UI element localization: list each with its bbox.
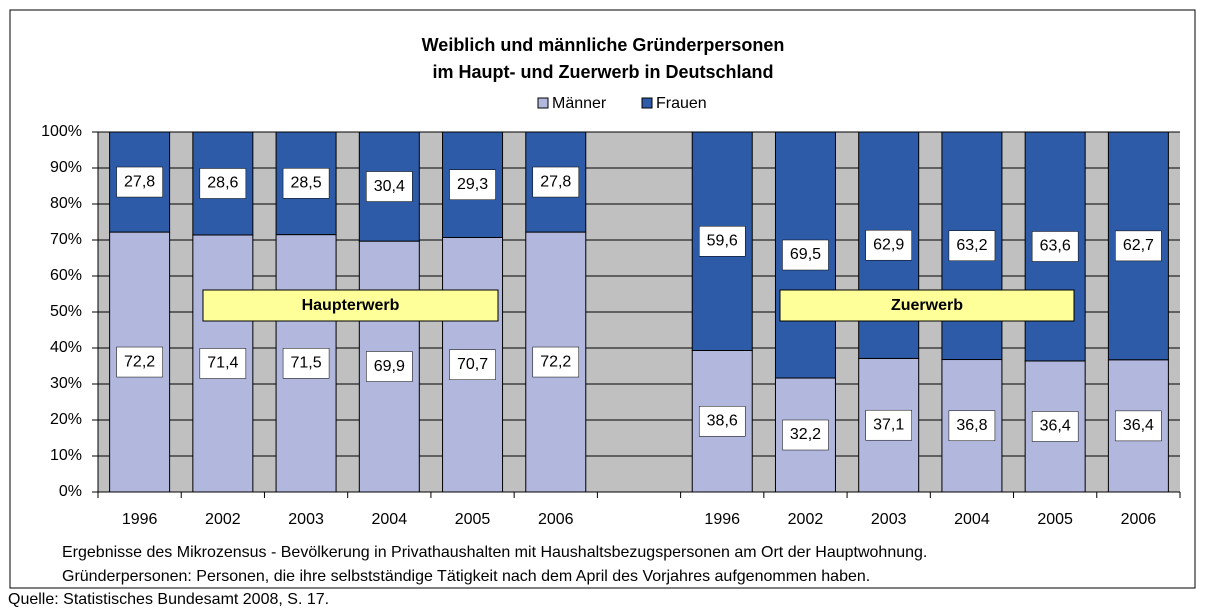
x-tick-label: 2005 [1037,511,1073,528]
y-tick-label: 90% [50,159,82,176]
y-tick-label: 30% [50,375,82,392]
value-label-box [1115,230,1162,262]
value-label-box [116,166,163,198]
value-label: 71,4 [207,355,238,372]
value-label-box [698,225,746,257]
source: Quelle: Statistisches Bundesamt 2008, S.… [8,591,329,608]
value-label: 38,6 [707,412,738,429]
value-label-box [782,419,829,451]
value-label: 27,8 [124,173,155,190]
y-tick-label: 60% [50,267,82,284]
value-label-box [532,166,580,198]
value-label-box [199,348,247,379]
value-label-box [116,346,163,378]
value-label-box [199,168,247,199]
value-label: 36,4 [1123,417,1154,434]
y-tick-label: 10% [50,447,82,464]
y-tick-label: 0% [59,483,82,500]
y-tick-label: 40% [50,339,82,356]
legend-swatch [641,97,653,109]
annotation-box [202,289,499,322]
x-tick-label: 2005 [455,511,491,528]
legend-swatch [537,97,549,109]
value-label: 72,2 [124,353,155,370]
value-label-box [1031,411,1079,442]
value-label: 62,9 [873,236,904,253]
value-label: 32,2 [790,426,821,443]
value-label: 28,5 [291,175,322,192]
value-label-box [948,410,996,442]
value-label-box [698,405,746,437]
annotation: Zuerwerb [891,297,963,314]
x-tick-label: 2002 [788,511,824,528]
value-label: 37,1 [873,416,904,433]
x-tick-label: 2002 [205,511,241,528]
legend-label: Frauen [656,95,707,112]
annotation-box [779,289,1075,322]
value-label: 36,4 [1040,418,1071,435]
value-label-box [1031,231,1079,262]
value-label-box [449,169,496,200]
value-label-box [865,229,912,261]
x-tick-label: 2003 [871,511,907,528]
x-tick-label: 2006 [1121,511,1157,528]
value-label-box [366,171,413,202]
note: Ergebnisse des Mikrozensus - Bevölkerung… [62,544,927,561]
value-label: 29,3 [457,176,488,193]
x-tick-label: 2003 [288,511,324,528]
value-label: 63,6 [1040,238,1071,255]
x-tick-label: 2004 [954,511,990,528]
note: Gründerpersonen: Personen, die ihre selb… [62,568,870,585]
value-label: 30,4 [374,178,405,195]
chart-title: im Haupt- und Zuerwerb in Deutschland [432,62,773,82]
value-label: 69,5 [790,246,821,263]
value-label-box [449,349,496,380]
value-label: 36,8 [956,417,987,434]
y-tick-label: 20% [50,411,82,428]
x-tick-label: 1996 [122,511,158,528]
value-label-box [282,348,330,379]
value-label-box [282,168,330,199]
y-tick-label: 50% [50,303,82,320]
chart-title: Weiblich und männliche Gründerpersonen [422,35,785,55]
value-label-box [1115,410,1162,442]
value-label-box [948,230,996,262]
value-label-box [782,239,829,271]
annotation: Haupterwerb [302,297,400,314]
value-label-box [532,346,580,378]
value-label: 72,2 [540,353,571,370]
y-tick-label: 70% [50,231,82,248]
y-tick-label: 100% [41,123,82,140]
value-label: 69,9 [374,358,405,375]
value-label: 63,2 [956,237,987,254]
value-label: 28,6 [207,175,238,192]
x-tick-label: 1996 [704,511,740,528]
value-label: 27,8 [540,173,571,190]
x-tick-label: 2006 [538,511,574,528]
value-label: 71,5 [291,355,322,372]
value-label-box [865,409,912,441]
value-label: 59,6 [707,232,738,249]
value-label: 62,7 [1123,237,1154,254]
y-tick-label: 80% [50,195,82,212]
value-label: 70,7 [457,356,488,373]
x-tick-label: 2004 [372,511,408,528]
value-label-box [366,351,413,382]
legend-label: Männer [552,95,607,112]
